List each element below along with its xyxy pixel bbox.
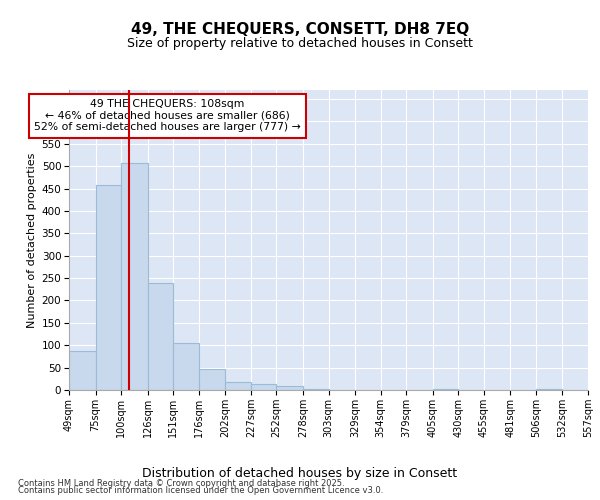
Text: 49, THE CHEQUERS, CONSETT, DH8 7EQ: 49, THE CHEQUERS, CONSETT, DH8 7EQ bbox=[131, 22, 469, 38]
Bar bbox=[536, 388, 562, 390]
Bar bbox=[199, 369, 226, 390]
Bar bbox=[95, 186, 121, 390]
Bar bbox=[226, 382, 251, 390]
Bar bbox=[173, 344, 199, 390]
Text: 49 THE CHEQUERS: 108sqm
← 46% of detached houses are smaller (686)
52% of semi-d: 49 THE CHEQUERS: 108sqm ← 46% of detache… bbox=[34, 99, 301, 132]
Text: Contains HM Land Registry data © Crown copyright and database right 2025.: Contains HM Land Registry data © Crown c… bbox=[18, 478, 344, 488]
Bar bbox=[148, 284, 173, 390]
Bar bbox=[277, 386, 303, 390]
Y-axis label: Number of detached properties: Number of detached properties bbox=[28, 152, 37, 328]
Bar bbox=[303, 388, 329, 390]
Bar bbox=[121, 163, 148, 390]
Bar bbox=[433, 388, 458, 390]
Text: Distribution of detached houses by size in Consett: Distribution of detached houses by size … bbox=[142, 468, 458, 480]
Text: Contains public sector information licensed under the Open Government Licence v3: Contains public sector information licen… bbox=[18, 486, 383, 495]
Text: Size of property relative to detached houses in Consett: Size of property relative to detached ho… bbox=[127, 38, 473, 51]
Bar bbox=[251, 384, 277, 390]
Bar bbox=[69, 350, 95, 390]
